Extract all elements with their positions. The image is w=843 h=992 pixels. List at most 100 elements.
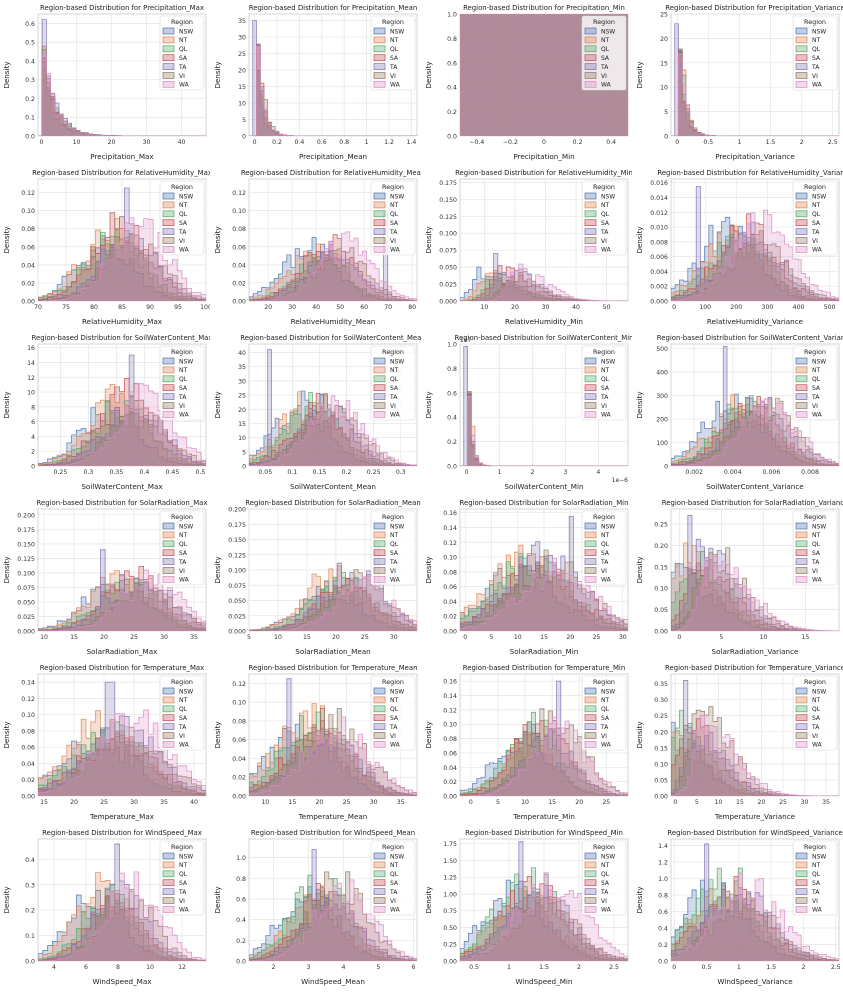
legend-swatch-sa — [584, 714, 597, 722]
legend-label-vi: VI — [601, 568, 607, 575]
histogram-panel: 0.0 0.2 0.4 0.6 0.8 1.0 −0.4 −0.2 0 0.2 0.4 Region-… — [422, 0, 632, 163]
legend-title: Region — [804, 183, 826, 191]
legend-title: Region — [382, 843, 404, 851]
histogram-panel: 0.00 0.02 0.04 0.06 0.08 0.10 0.12 10 15 20 25 30 35… — [211, 660, 421, 823]
legend-label-vi: VI — [812, 403, 818, 410]
legend-swatch-nsw — [795, 852, 808, 860]
x-tick-label: 10 — [714, 799, 722, 806]
legend-label-vi: VI — [812, 568, 818, 575]
legend: Region NSW NT QL SA TA VI WA — [792, 510, 838, 586]
legend-swatch-nt — [162, 861, 175, 869]
y-axis-label: Density — [635, 391, 644, 419]
y-tick-label: 0.075 — [228, 583, 246, 590]
y-tick-label: 0.4 — [25, 58, 35, 65]
legend: Region NSW NT QL SA TA VI WA — [581, 675, 627, 751]
y-tick-label: 0.8 — [447, 366, 457, 373]
legend-label-ta: TA — [811, 64, 820, 71]
x-tick-label: 0 — [672, 304, 676, 311]
x-tick-label: 10 — [521, 799, 529, 806]
legend-swatch-vi — [162, 732, 175, 739]
legend-label-nsw: NSW — [812, 193, 826, 200]
chart-title: Region-based Distribution for RelativeHu… — [657, 169, 843, 177]
legend-label-nsw: NSW — [812, 28, 826, 35]
legend-swatch-ta — [373, 228, 386, 235]
y-tick-label: 0.4 — [25, 857, 35, 864]
legend-swatch-nt — [584, 531, 597, 539]
y-tick-label: 0 — [242, 464, 246, 471]
y-tick-label: 0.00 — [21, 794, 35, 801]
x-tick-label: 0 — [675, 139, 679, 146]
x-tick-label: 1.5 — [539, 964, 549, 971]
legend-label-vi: VI — [179, 568, 185, 575]
y-tick-label: 0 — [664, 464, 668, 471]
y-tick-label: 0.04 — [232, 756, 246, 763]
y-tick-label: 0.04 — [443, 765, 457, 772]
x-tick-label: 0.2 — [272, 139, 282, 146]
histogram-series-sa — [38, 378, 206, 466]
x-tick-label: 10 — [73, 139, 81, 146]
y-tick-label: 4 — [31, 434, 35, 441]
legend-title: Region — [382, 183, 404, 191]
histogram-panel: 0.000 0.025 0.050 0.075 0.100 0.125 0.150 0.175… — [0, 495, 210, 658]
y-tick-label: 0.08 — [232, 226, 246, 233]
legend-label-nsw: NSW — [601, 688, 615, 695]
legend-swatch-wa — [584, 411, 597, 418]
x-tick-label: 1.5 — [766, 139, 776, 146]
legend-title: Region — [593, 348, 615, 356]
x-tick-label: 0 — [465, 469, 469, 476]
legend-swatch-ql — [373, 210, 386, 218]
y-tick-label: 0.08 — [21, 226, 35, 233]
legend-swatch-ta — [795, 63, 808, 70]
y-tick-label: 0.025 — [17, 614, 35, 621]
chart-svg: 0.0 0.2 0.4 0.6 0.8 1.0 1.2 1.4 0 0.5 1 1.5 2 2.5 Regi… — [635, 829, 843, 986]
y-tick-label: 0.04 — [232, 262, 246, 269]
legend-swatch-wa — [162, 411, 175, 418]
legend-swatch-ta — [373, 888, 386, 895]
y-tick-label: 15 — [660, 60, 668, 67]
legend-swatch-sa — [584, 549, 597, 557]
histogram-series-nt — [460, 888, 628, 961]
legend-label-vi: VI — [601, 898, 607, 905]
y-tick-label: 0.10 — [654, 761, 668, 768]
legend-label-nt: NT — [390, 862, 398, 869]
x-tick-label: 15 — [288, 799, 296, 806]
histogram-series-vi — [671, 893, 839, 961]
legend-swatch-ta — [795, 558, 808, 565]
legend-label-ql: QL — [601, 871, 610, 878]
legend-swatch-wa — [584, 576, 597, 583]
y-tick-label: 15 — [238, 421, 246, 428]
y-tick-label: 35 — [238, 364, 246, 371]
y-tick-label: 0.08 — [21, 728, 35, 735]
histogram-series-wa — [38, 383, 206, 466]
x-tick-label: 0.2 — [573, 139, 583, 146]
histogram-series-wa — [671, 714, 839, 796]
legend-swatch-wa — [795, 81, 808, 88]
y-tick-label: 0.2 — [447, 109, 457, 116]
legend-swatch-ql — [373, 870, 386, 878]
legend-swatch-nsw — [162, 192, 175, 200]
legend-label-vi: VI — [601, 403, 607, 410]
x-tick-label: 0 — [469, 799, 473, 806]
x-axis-label: RelativeHumidity_Min — [505, 317, 583, 326]
legend-swatch-ta — [795, 393, 808, 400]
legend-label-nsw: NSW — [179, 853, 193, 860]
chart-title: Region-based Distribution for Temperatur… — [463, 664, 625, 672]
legend-label-nsw: NSW — [179, 688, 193, 695]
y-tick-label: 0.2 — [447, 439, 457, 446]
x-tick-label: 20 — [575, 799, 583, 806]
y-tick-label: 0.00 — [654, 629, 668, 636]
legend-swatch-sa — [584, 879, 597, 887]
legend-label-ql: QL — [179, 541, 188, 548]
legend-swatch-wa — [373, 81, 386, 88]
legend-label-ta: TA — [178, 64, 187, 71]
y-tick-label: 0.4 — [447, 415, 457, 422]
histogram-panel: 0.0 0.2 0.4 0.6 0.8 1.0 2 3 4 5 6 Region-based Dist… — [211, 825, 421, 988]
histogram-series-ql — [671, 233, 839, 301]
y-tick-label: 0.0 — [25, 959, 35, 966]
legend-label-ql: QL — [390, 541, 399, 548]
x-tick-label: 3 — [307, 964, 311, 971]
legend: Region NSW NT QL SA TA VI WA — [581, 180, 627, 256]
y-tick-label: 0.02 — [443, 779, 457, 786]
legend-label-nsw: NSW — [390, 853, 404, 860]
legend-swatch-wa — [373, 246, 386, 253]
